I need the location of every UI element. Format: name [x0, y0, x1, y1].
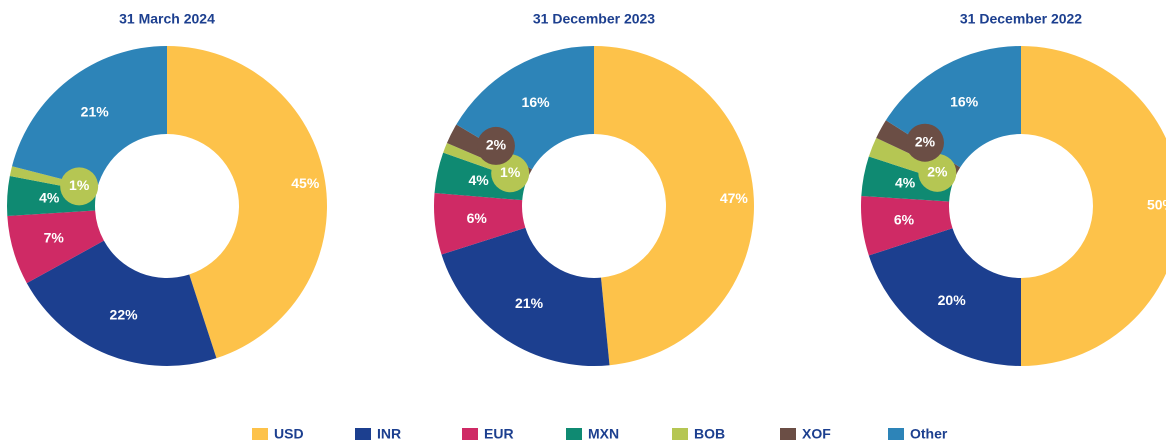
- chart-title: 31 December 2022: [960, 11, 1082, 27]
- donut-slice: [1021, 46, 1166, 366]
- legend-label: INR: [377, 426, 401, 442]
- data-label: 16%: [522, 94, 551, 110]
- data-label: 50%: [1147, 197, 1166, 213]
- legend-swatch: [780, 428, 796, 440]
- donut-chart: 31 March 2024 45% 22% 7% 4% 1% 21%: [7, 11, 328, 367]
- legend-label: Other: [910, 426, 948, 442]
- data-label: 4%: [895, 175, 916, 191]
- data-label: 7%: [44, 230, 65, 246]
- data-label: 20%: [938, 292, 967, 308]
- label-bubble: [918, 153, 957, 192]
- legend-swatch: [566, 428, 582, 440]
- data-label: 4%: [39, 189, 60, 205]
- data-label: 22%: [110, 306, 139, 322]
- donut-slice: [868, 228, 1021, 366]
- legend-label: USD: [274, 426, 304, 442]
- data-label: 6%: [894, 211, 915, 227]
- data-label: 1%: [69, 177, 90, 193]
- data-label: 47%: [720, 190, 749, 206]
- label-bubble: [60, 167, 99, 206]
- legend-swatch: [462, 428, 478, 440]
- label-bubble: [905, 123, 944, 162]
- data-label: 4%: [468, 172, 489, 188]
- chart-title: 31 December 2023: [533, 11, 655, 27]
- data-label: 45%: [291, 175, 320, 191]
- donut-slice: [441, 227, 610, 366]
- donut-chart: 31 December 2022 50% 20% 6% 4% 2% 2% 16%: [861, 11, 1166, 366]
- chart-title: 31 March 2024: [119, 11, 215, 27]
- data-label: 21%: [81, 103, 110, 119]
- data-label: 2%: [927, 164, 948, 180]
- label-bubble: [476, 126, 515, 165]
- data-label: 6%: [467, 210, 488, 226]
- data-label: 1%: [500, 164, 521, 180]
- data-label: 16%: [950, 93, 979, 109]
- legend-swatch: [252, 428, 268, 440]
- data-label: 21%: [515, 295, 544, 311]
- donut-slice: [12, 46, 168, 189]
- donut-slice: [7, 176, 97, 217]
- legend-swatch: [672, 428, 688, 440]
- data-label: 2%: [915, 133, 936, 149]
- donut-chart: 31 December 2023 47% 21% 6% 4% 1% 2% 16%: [433, 11, 755, 366]
- donut-slice: [167, 46, 328, 359]
- donut-slice: [594, 46, 755, 366]
- donut-slice: [7, 210, 104, 284]
- donut-slice: [433, 193, 526, 255]
- legend-swatch: [888, 428, 904, 440]
- legend-label: BOB: [694, 426, 725, 442]
- legend-label: XOF: [802, 426, 831, 442]
- data-label: 2%: [486, 137, 507, 153]
- legend: USD INR EUR MXN BOB XOF Other: [252, 426, 948, 442]
- legend-label: MXN: [588, 426, 619, 442]
- donut-slice: [861, 195, 953, 256]
- legend-swatch: [355, 428, 371, 440]
- donut-slice: [26, 240, 217, 367]
- legend-label: EUR: [484, 426, 514, 442]
